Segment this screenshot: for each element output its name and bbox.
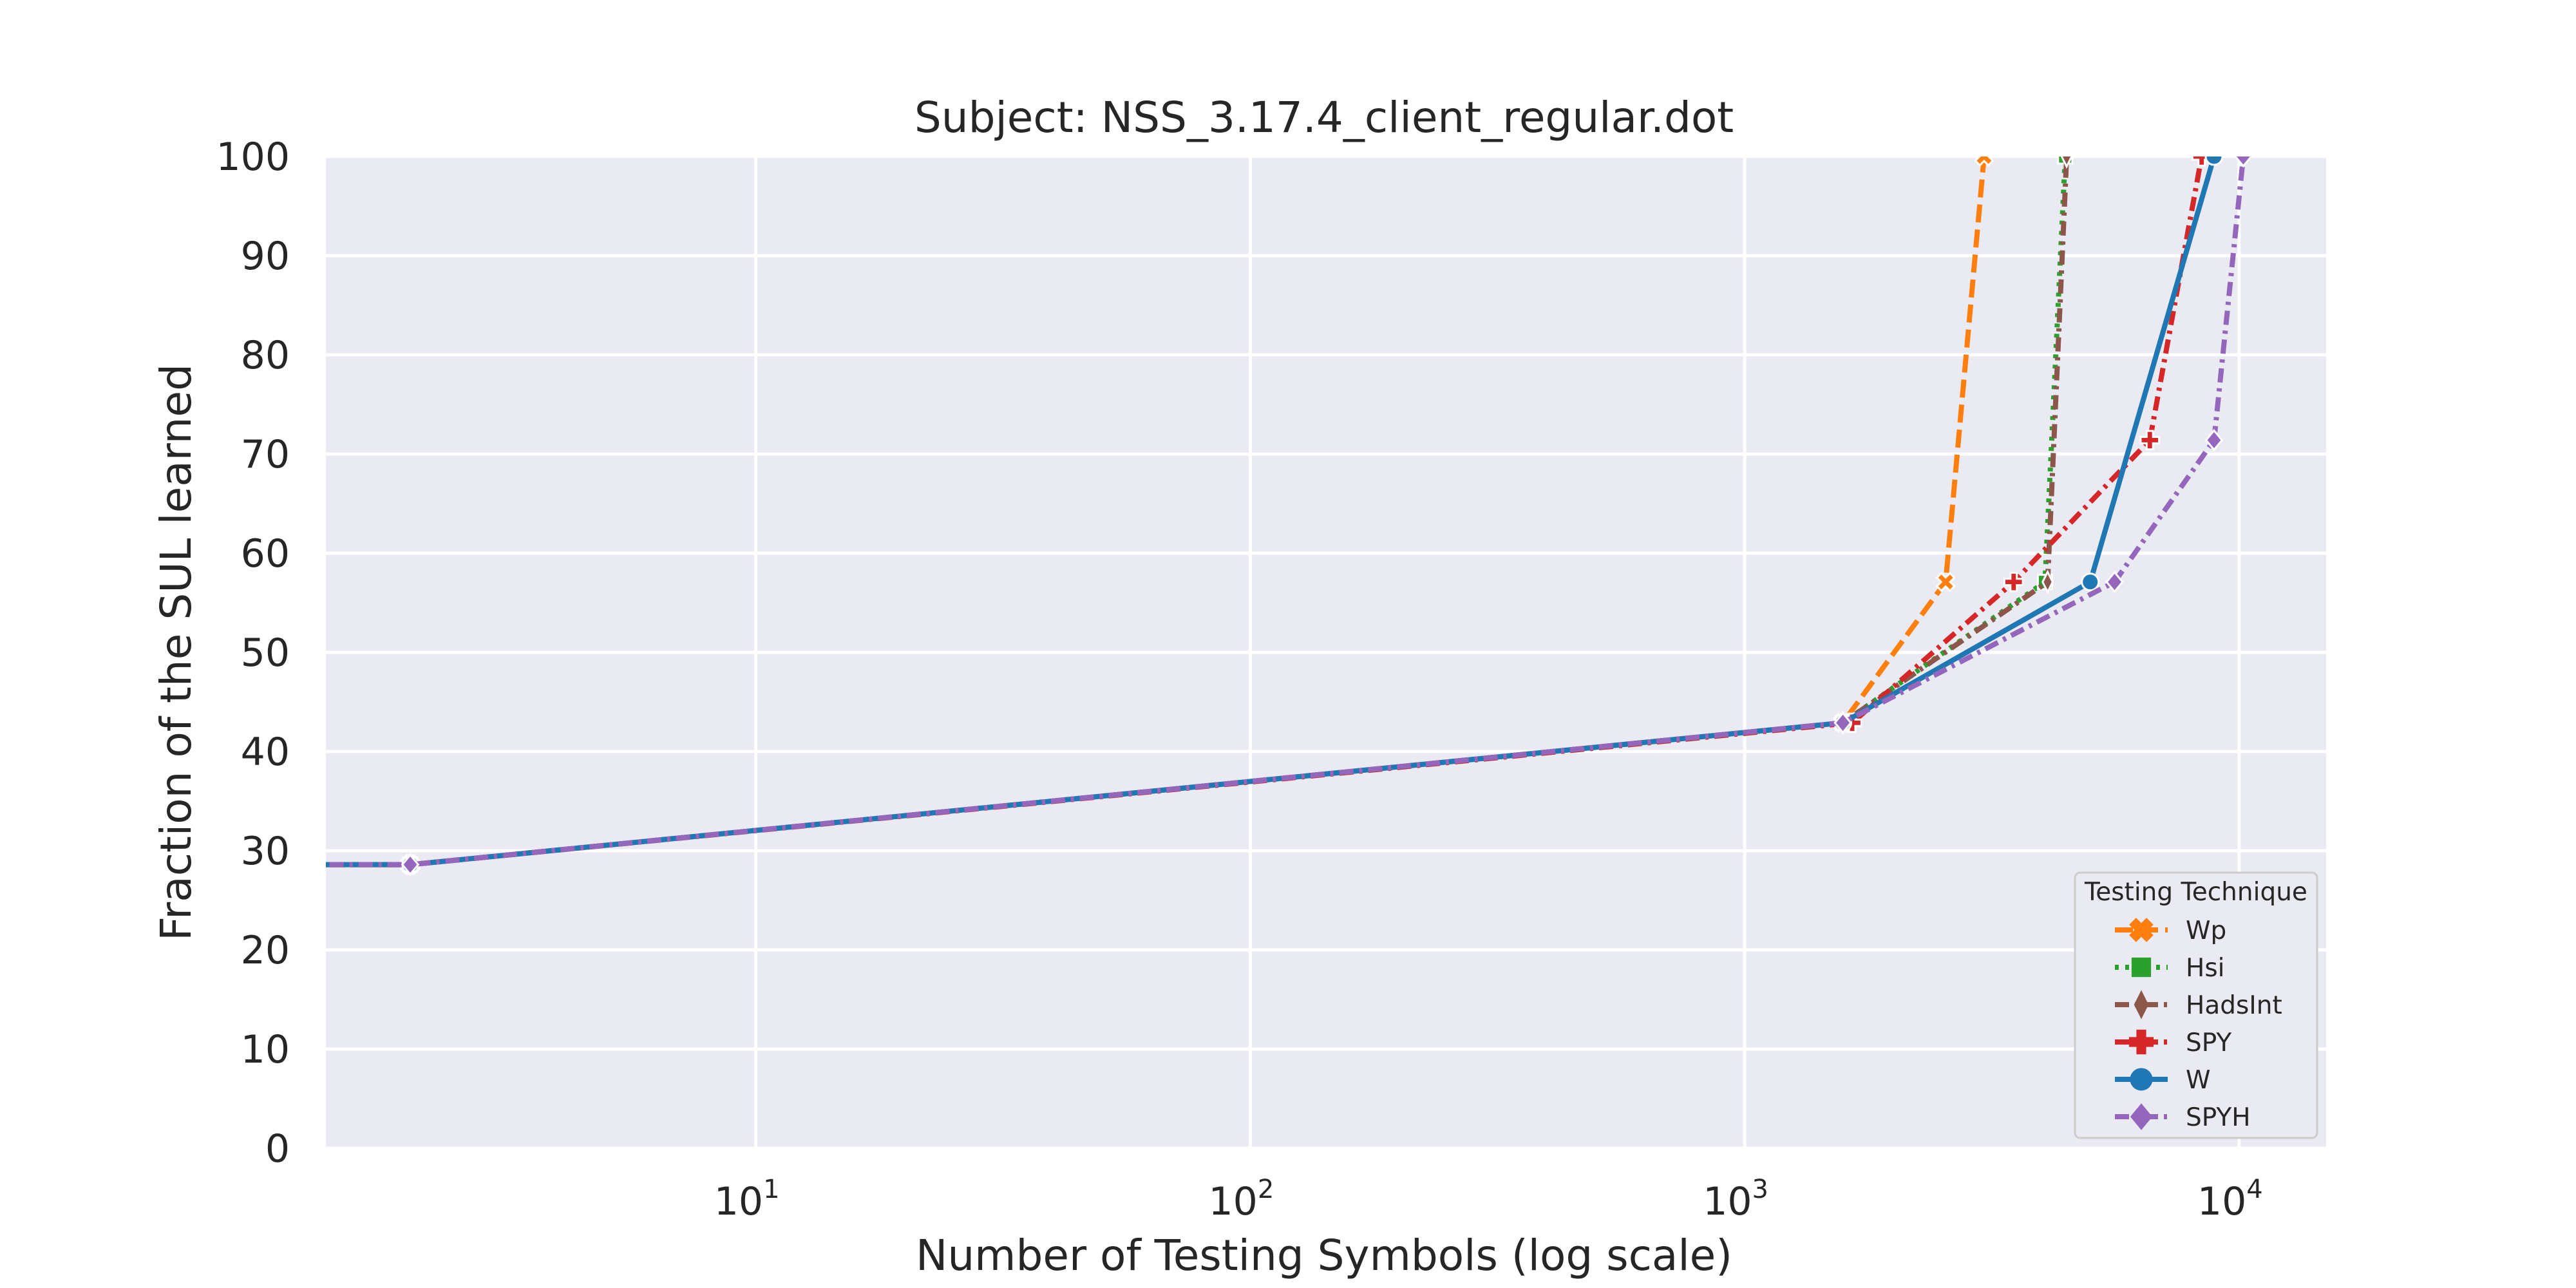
x-tick-label: 104 xyxy=(2197,1175,2263,1224)
marker-point-wp xyxy=(1974,156,1994,167)
marker-point-spyh xyxy=(2234,156,2253,168)
series-line-spyh xyxy=(326,156,2246,867)
marker-point-w xyxy=(2081,573,2100,592)
legend-label: Wp xyxy=(2186,916,2226,945)
marker-point-spy xyxy=(2003,571,2024,592)
marker-point-spyh xyxy=(2105,571,2124,593)
x-axis-label: Number of Testing Symbols (log scale) xyxy=(916,1231,1732,1280)
y-tick-label: 50 xyxy=(241,630,290,676)
legend-label: SPYH xyxy=(2186,1103,2251,1132)
legend-label: SPY xyxy=(2186,1028,2231,1057)
marker-legend xyxy=(2131,957,2152,978)
legend-label: Hsi xyxy=(2186,954,2224,983)
marker-point-hadsint xyxy=(2060,156,2073,169)
legend-title: Testing Technique xyxy=(2084,878,2307,907)
marker-point-spyh xyxy=(1833,712,1852,734)
x-tick-label: 101 xyxy=(714,1175,780,1224)
marker-point-w xyxy=(2204,156,2224,166)
y-tick-label: 30 xyxy=(241,829,290,874)
legend-item-hadsint: HadsInt xyxy=(2115,990,2282,1020)
series-spyh xyxy=(326,156,2253,876)
marker-point-spyh xyxy=(401,853,420,876)
y-tick-label: 0 xyxy=(265,1126,290,1171)
tick-labels: 0 10 20 30 40 50 60 70 80 90 100 101 102 103 104 xyxy=(216,135,2262,1224)
y-tick-label: 90 xyxy=(241,234,290,279)
chart-title: Subject: NSS_3.17.4_client_regular.dot xyxy=(914,93,1734,142)
marker-point-hadsint xyxy=(2041,569,2054,594)
legend-label: HadsInt xyxy=(2186,991,2282,1020)
marker-legend xyxy=(2130,1068,2153,1091)
y-tick-label: 40 xyxy=(241,730,290,775)
legend: Testing Technique Wp Hsi HadsInt SPY W SPYH xyxy=(2074,871,2318,1139)
legend-item-spyh: SPYH xyxy=(2115,1103,2251,1132)
marker-point-spy xyxy=(2139,430,2161,451)
legend-item-wp: Wp xyxy=(2115,916,2226,945)
y-tick-label: 10 xyxy=(241,1027,290,1072)
x-tick-label: 103 xyxy=(1703,1175,1768,1224)
y-axis-label: Fraction of the SUL learned xyxy=(151,364,201,941)
y-tick-label: 100 xyxy=(216,135,290,180)
legend-item-w: W xyxy=(2115,1066,2211,1095)
y-tick-label: 70 xyxy=(241,432,290,477)
grid xyxy=(326,155,2326,1150)
y-tick-label: 20 xyxy=(241,928,290,973)
series-layer xyxy=(326,156,2253,877)
marker-point-wp xyxy=(1935,571,1956,592)
legend-label: W xyxy=(2186,1066,2211,1095)
y-tick-label: 80 xyxy=(241,333,290,378)
legend-item-hsi: Hsi xyxy=(2115,954,2224,983)
marker-legend xyxy=(2128,1029,2154,1055)
marker-legend xyxy=(2130,1103,2153,1130)
legend-item-spy: SPY xyxy=(2115,1028,2231,1057)
marker-point-spyh xyxy=(2204,429,2224,451)
marker-legend xyxy=(2129,918,2154,942)
y-tick-label: 60 xyxy=(241,531,290,576)
x-tick-label: 102 xyxy=(1208,1175,1274,1224)
marker-legend xyxy=(2134,990,2149,1019)
